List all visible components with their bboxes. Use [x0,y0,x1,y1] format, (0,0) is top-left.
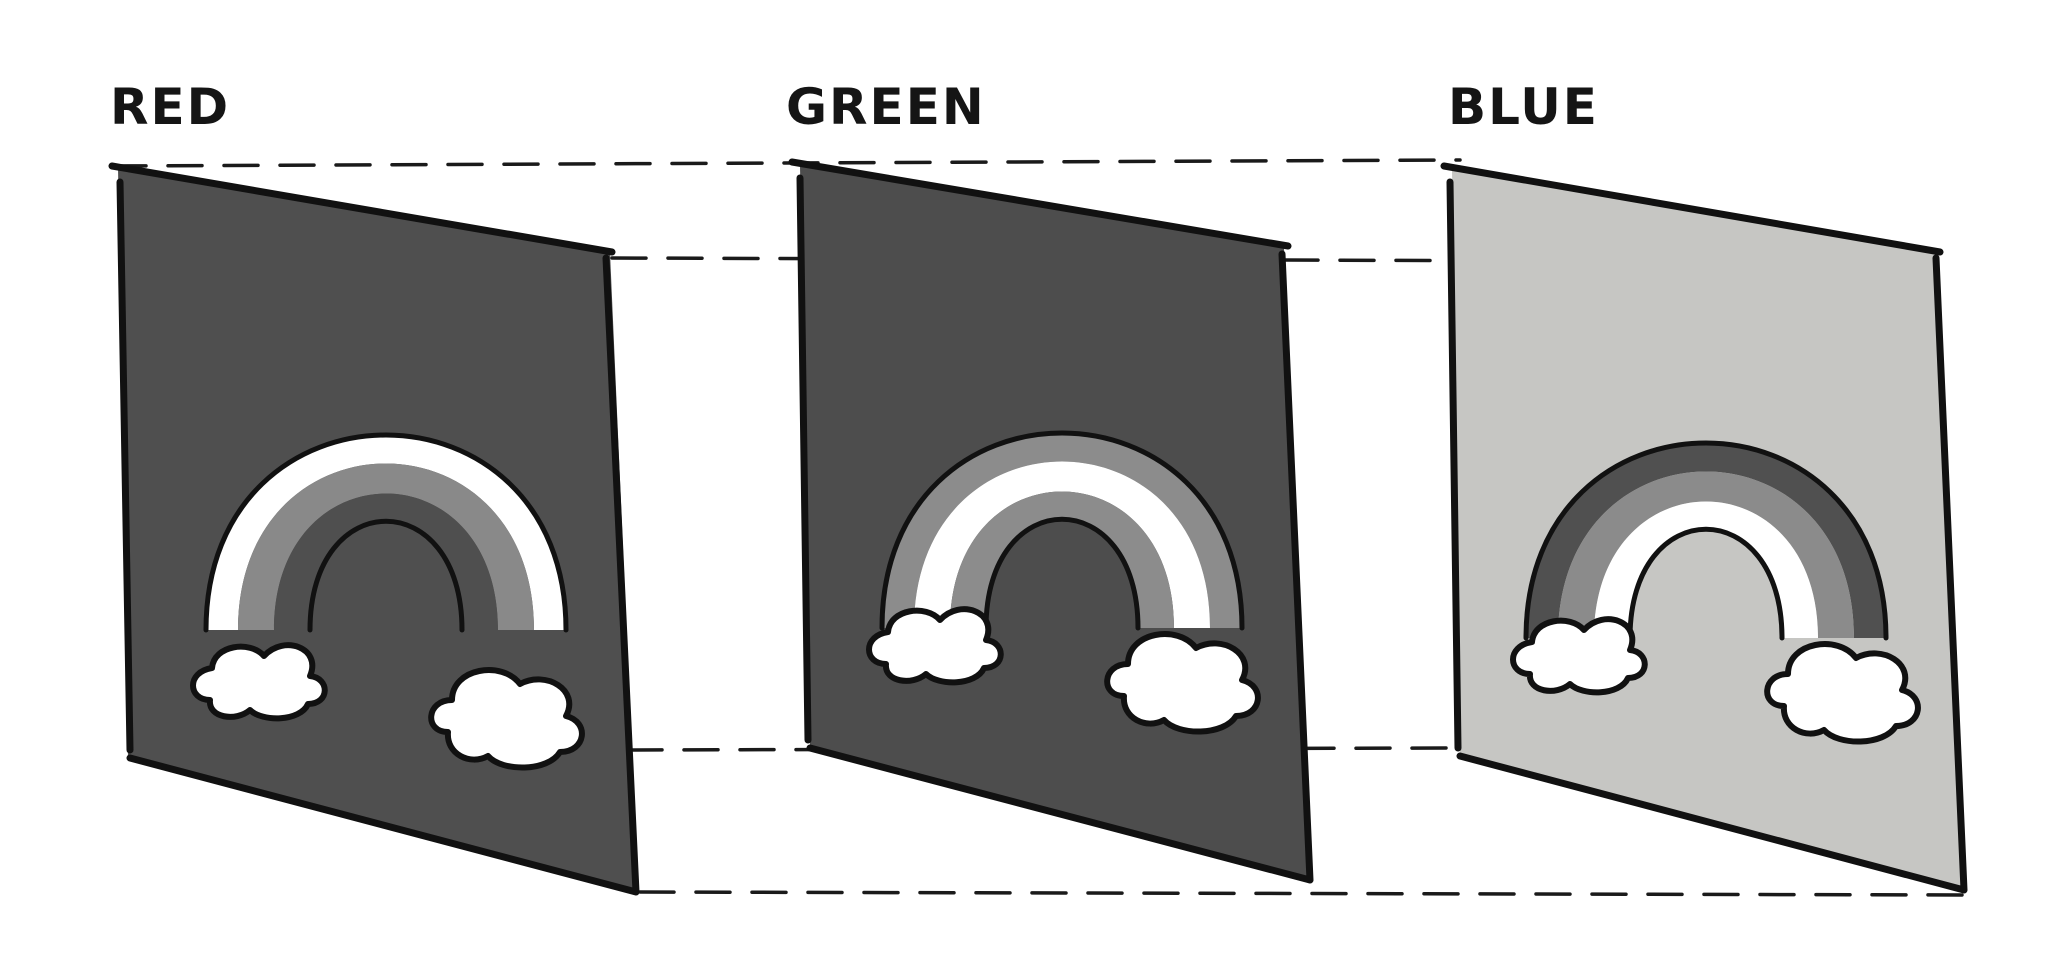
rainbow-outline [1523,440,1889,641]
rainbow-blue [1523,440,1889,641]
rainbow-outline [879,430,1245,631]
channel-label-red: RED [110,78,230,136]
panel-green-outline [788,158,1314,884]
rainbow-band-inner [1594,501,1818,638]
panel-red [108,162,640,896]
rainbow-band-middle [914,461,1210,628]
channel-label-blue: BLUE [1448,78,1599,136]
cloud-red-left [190,642,328,722]
rainbow-green [879,430,1245,631]
cloud-blue-left [1510,616,1648,696]
rainbow-band-middle [238,463,534,630]
rainbow-band-outer [206,435,566,630]
rainbow-band-outer [882,433,1242,628]
channel-label-green: GREEN [786,78,986,136]
panel-green [788,158,1314,884]
panel-blue-outline [1440,162,1968,894]
cloud-red-right [428,667,585,771]
rainbow-band-inner [950,491,1174,628]
cloud-green-right [1104,631,1261,735]
rainbow-red [203,432,569,633]
dashed-line-top [110,158,1462,168]
rainbow-band-middle [1558,471,1854,638]
panel-blue [1440,162,1968,894]
cloud-blue-right [1764,641,1921,745]
panel-red-outline [108,162,640,896]
rainbow-band-inner [274,493,498,630]
rainbow-outline [203,432,569,633]
dashed-line-bottom [638,890,1964,897]
panel-red-face [118,168,638,890]
rainbow-band-outer [1526,443,1886,638]
cloud-green-left [866,606,1004,686]
